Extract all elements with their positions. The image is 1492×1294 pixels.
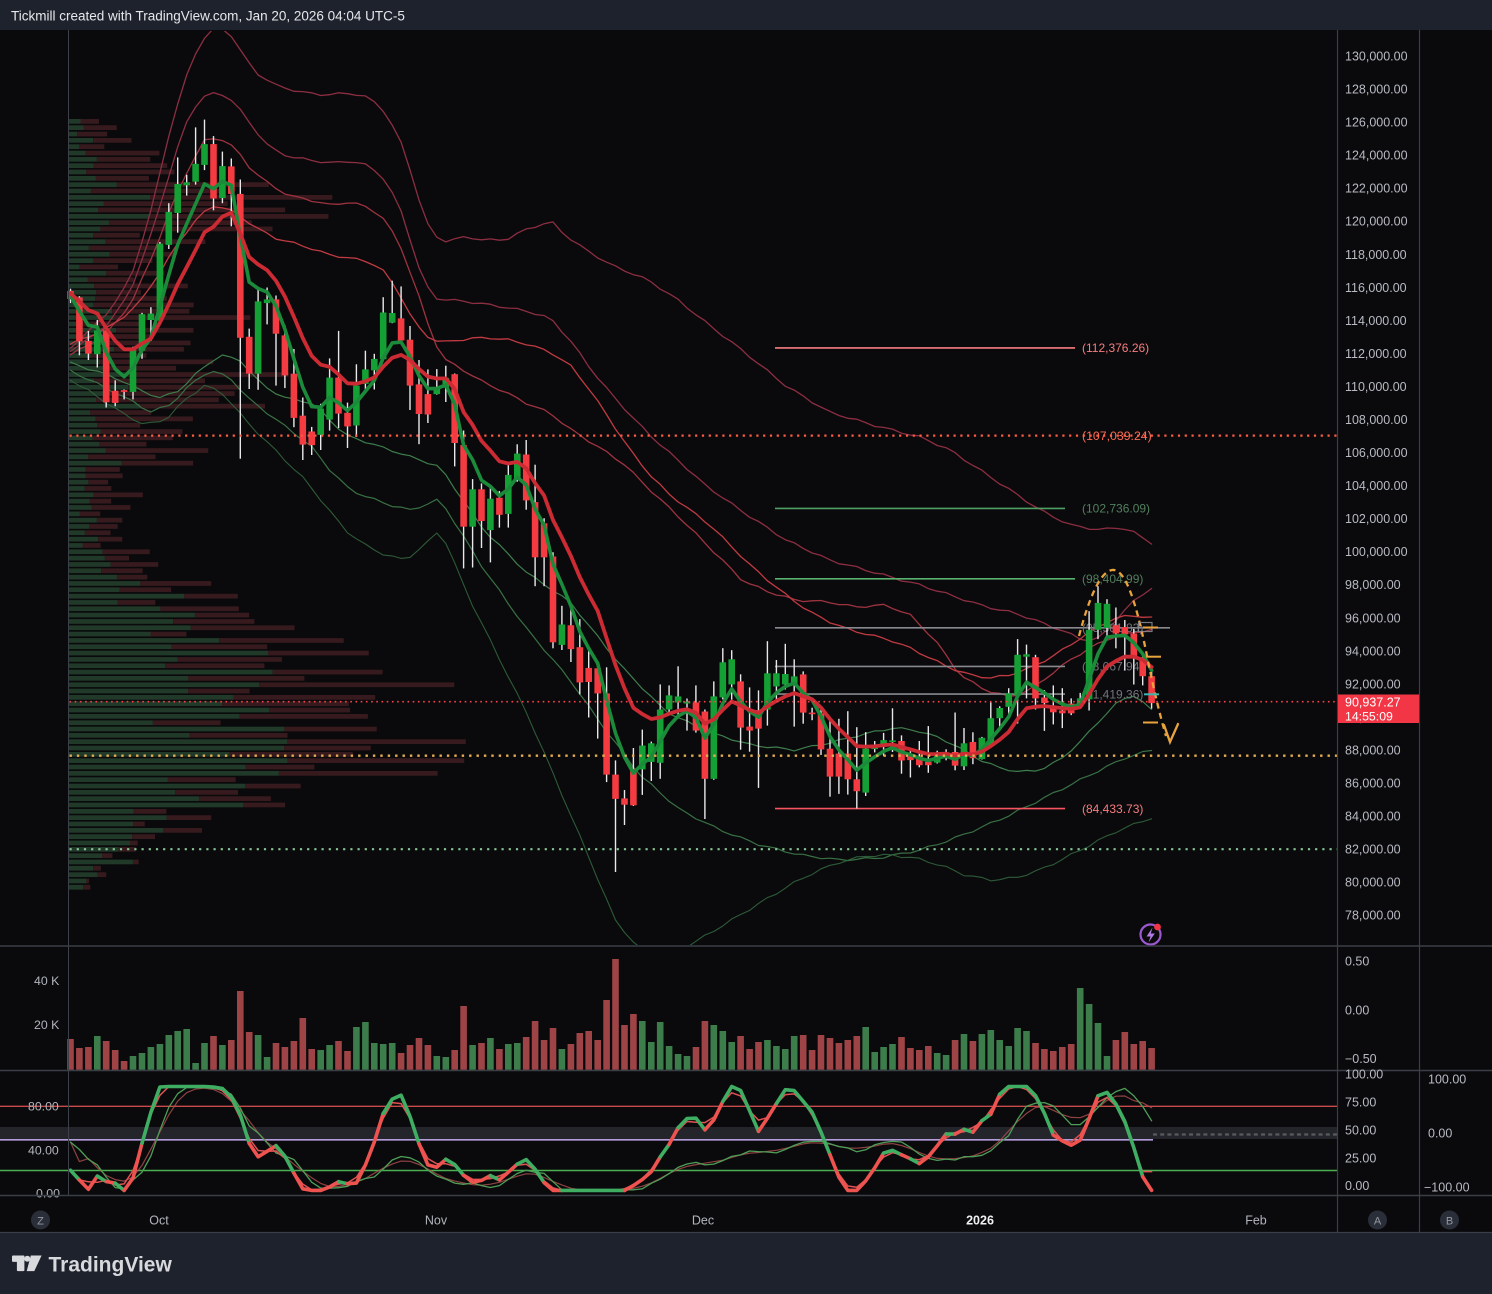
svg-text:80,000.00: 80,000.00 xyxy=(1345,876,1401,890)
svg-text:98,000.00: 98,000.00 xyxy=(1345,578,1401,592)
svg-text:118,000.00: 118,000.00 xyxy=(1345,248,1407,262)
svg-text:40.00: 40.00 xyxy=(28,1143,59,1157)
svg-text:Dec: Dec xyxy=(692,1214,714,1228)
svg-text:75.00: 75.00 xyxy=(1345,1096,1376,1110)
svg-text:14:55:09: 14:55:09 xyxy=(1345,710,1393,724)
svg-text:88,000.00: 88,000.00 xyxy=(1345,744,1401,758)
svg-text:2026: 2026 xyxy=(966,1214,994,1228)
svg-text:40 K: 40 K xyxy=(34,974,60,988)
svg-text:(112,376.26): (112,376.26) xyxy=(1082,341,1149,355)
svg-text:Z: Z xyxy=(37,1215,44,1227)
svg-text:(93,067.94): (93,067.94) xyxy=(1082,660,1143,674)
svg-text:0.00: 0.00 xyxy=(36,1186,60,1200)
svg-text:(102,736.09): (102,736.09) xyxy=(1082,502,1150,516)
svg-text:Oct: Oct xyxy=(149,1214,169,1228)
svg-text:94,000.00: 94,000.00 xyxy=(1345,644,1401,658)
svg-text:100,000.00: 100,000.00 xyxy=(1345,545,1408,559)
svg-text:100.00: 100.00 xyxy=(1345,1068,1383,1082)
svg-text:122,000.00: 122,000.00 xyxy=(1345,182,1408,196)
svg-text:102,000.00: 102,000.00 xyxy=(1345,512,1408,526)
svg-text:B: B xyxy=(1446,1215,1453,1227)
svg-text:TradingView: TradingView xyxy=(49,1254,173,1277)
svg-text:78,000.00: 78,000.00 xyxy=(1345,909,1401,923)
svg-text:25.00: 25.00 xyxy=(1345,1151,1376,1165)
svg-text:(91,419.36): (91,419.36) xyxy=(1082,687,1143,701)
svg-text:−100.00: −100.00 xyxy=(1424,1180,1470,1194)
svg-text:−0.50: −0.50 xyxy=(1345,1052,1377,1066)
svg-text:0.00: 0.00 xyxy=(1345,1179,1369,1193)
svg-text:100.00: 100.00 xyxy=(1428,1072,1466,1086)
svg-text:106,000.00: 106,000.00 xyxy=(1345,446,1408,460)
svg-text:82,000.00: 82,000.00 xyxy=(1345,843,1401,857)
svg-text:90,937.27: 90,937.27 xyxy=(1345,696,1401,710)
svg-text:86,000.00: 86,000.00 xyxy=(1345,777,1401,791)
svg-text:0.00: 0.00 xyxy=(1428,1126,1452,1140)
svg-text:Feb: Feb xyxy=(1245,1214,1267,1228)
svg-text:A: A xyxy=(1374,1215,1382,1227)
svg-text:126,000.00: 126,000.00 xyxy=(1345,116,1408,130)
svg-text:104,000.00: 104,000.00 xyxy=(1345,479,1408,493)
svg-text:112,000.00: 112,000.00 xyxy=(1345,347,1407,361)
svg-text:0.00: 0.00 xyxy=(1345,1003,1369,1017)
svg-text:128,000.00: 128,000.00 xyxy=(1345,83,1408,97)
svg-text:116,000.00: 116,000.00 xyxy=(1345,281,1407,295)
svg-text:124,000.00: 124,000.00 xyxy=(1345,149,1408,163)
svg-text:Tickmill created with TradingV: Tickmill created with TradingView.com, J… xyxy=(11,9,405,24)
svg-text:92,000.00: 92,000.00 xyxy=(1345,677,1401,691)
svg-text:96,000.00: 96,000.00 xyxy=(1345,611,1401,625)
svg-text:(107,039.24): (107,039.24) xyxy=(1082,429,1152,443)
svg-text:108,000.00: 108,000.00 xyxy=(1345,413,1408,427)
svg-text:Nov: Nov xyxy=(425,1214,448,1228)
svg-text:110,000.00: 110,000.00 xyxy=(1345,380,1407,394)
svg-text:20 K: 20 K xyxy=(34,1018,60,1032)
svg-text:130,000.00: 130,000.00 xyxy=(1345,50,1408,64)
svg-text:(98,404.99): (98,404.99) xyxy=(1082,572,1143,586)
svg-text:84,000.00: 84,000.00 xyxy=(1345,810,1401,824)
svg-text:114,000.00: 114,000.00 xyxy=(1345,314,1407,328)
svg-text:50.00: 50.00 xyxy=(1345,1124,1376,1138)
svg-text:120,000.00: 120,000.00 xyxy=(1345,215,1408,229)
svg-text:(84,433.73): (84,433.73) xyxy=(1082,802,1143,816)
svg-text:80.00: 80.00 xyxy=(28,1099,59,1113)
svg-text:0.50: 0.50 xyxy=(1345,954,1369,968)
